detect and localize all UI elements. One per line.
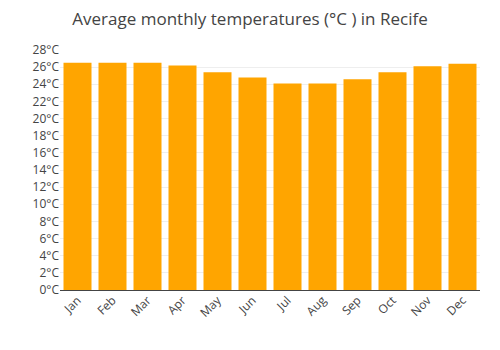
svg-text:Nov: Nov [407,292,435,320]
svg-text:0°C: 0°C [39,281,59,298]
svg-text:Average monthly temperatures (: Average monthly temperatures (°C ) in Re… [72,7,427,30]
svg-text:Jul: Jul [272,292,294,314]
svg-text:14°C: 14°C [33,161,60,178]
svg-text:20°C: 20°C [33,110,60,127]
svg-text:10°C: 10°C [33,195,60,212]
svg-text:26°C: 26°C [33,58,60,75]
svg-text:Jun: Jun [234,292,259,317]
svg-text:18°C: 18°C [33,127,60,144]
svg-text:4°C: 4°C [39,247,59,264]
svg-text:Dec: Dec [443,292,470,319]
svg-text:Aug: Aug [302,292,330,320]
svg-text:24°C: 24°C [33,75,60,92]
svg-text:Feb: Feb [93,292,119,318]
svg-text:May: May [196,291,225,320]
svg-text:16°C: 16°C [33,144,60,161]
svg-text:Oct: Oct [374,292,400,318]
svg-text:8°C: 8°C [39,213,59,230]
svg-text:28°C: 28°C [33,41,60,58]
svg-text:Mar: Mar [127,292,155,320]
svg-text:Jan: Jan [60,292,85,317]
svg-text:Apr: Apr [164,292,190,318]
svg-text:22°C: 22°C [33,93,60,110]
svg-text:2°C: 2°C [39,264,59,281]
svg-text:Sep: Sep [338,292,365,319]
svg-text:12°C: 12°C [33,178,60,195]
svg-text:6°C: 6°C [39,230,59,247]
